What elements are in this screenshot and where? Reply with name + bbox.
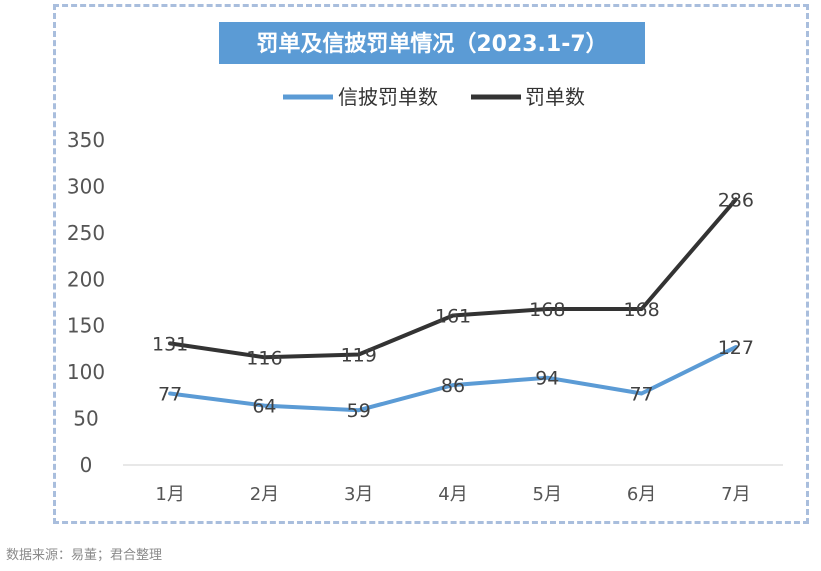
x-tick-label: 5月 xyxy=(533,484,562,505)
x-tick-label: 4月 xyxy=(438,484,467,505)
x-tick-label: 2月 xyxy=(250,484,279,505)
chart-title-background xyxy=(219,22,645,64)
data-label: 127 xyxy=(718,337,754,359)
legend: 信披罚单数 罚单数 xyxy=(283,85,585,109)
data-label: 116 xyxy=(246,347,282,369)
data-label: 77 xyxy=(629,384,653,406)
data-label: 131 xyxy=(152,333,188,355)
data-label: 168 xyxy=(529,299,565,321)
x-tick-label: 1月 xyxy=(155,484,184,505)
y-tick-label: 350 xyxy=(67,128,105,152)
y-tick-label: 300 xyxy=(67,174,105,198)
source-note: 数据来源：易董；君合整理 xyxy=(6,548,163,563)
data-label: 77 xyxy=(158,384,182,406)
y-tick-label: 150 xyxy=(67,314,105,338)
data-label: 168 xyxy=(623,299,659,321)
data-labels: 77 64 59 86 94 77 127 131 116 119 161 168 168 286 xyxy=(152,189,754,422)
y-axis-ticks: 0 50 100 150 200 250 300 350 xyxy=(67,128,105,477)
data-label: 94 xyxy=(535,368,559,390)
legend-label-1: 罚单数 xyxy=(525,85,585,109)
chart-frame xyxy=(53,4,809,524)
y-tick-label: 0 xyxy=(80,453,93,477)
x-tick-label: 3月 xyxy=(344,484,373,505)
data-label: 64 xyxy=(252,396,276,418)
x-tick-label: 6月 xyxy=(627,484,656,505)
data-label: 59 xyxy=(347,400,371,422)
data-label: 161 xyxy=(435,306,471,328)
y-tick-label: 50 xyxy=(73,407,98,431)
x-tick-label: 7月 xyxy=(721,484,750,505)
series-line-1 xyxy=(168,197,738,360)
chart-title-group: 罚单及信披罚单情况（2023.1-7） xyxy=(219,22,645,64)
y-tick-label: 100 xyxy=(67,360,105,384)
x-axis-ticks: 1月 2月 3月 4月 5月 6月 7月 xyxy=(155,484,750,505)
series-lines xyxy=(168,197,738,413)
chart-title: 罚单及信披罚单情况（2023.1-7） xyxy=(256,31,607,57)
data-label: 86 xyxy=(441,375,465,397)
series-line-0 xyxy=(168,345,738,413)
data-label: 286 xyxy=(718,189,754,211)
y-tick-label: 250 xyxy=(67,221,105,245)
y-tick-label: 200 xyxy=(67,267,105,291)
legend-label-0: 信披罚单数 xyxy=(338,85,438,109)
data-label: 119 xyxy=(341,345,377,367)
